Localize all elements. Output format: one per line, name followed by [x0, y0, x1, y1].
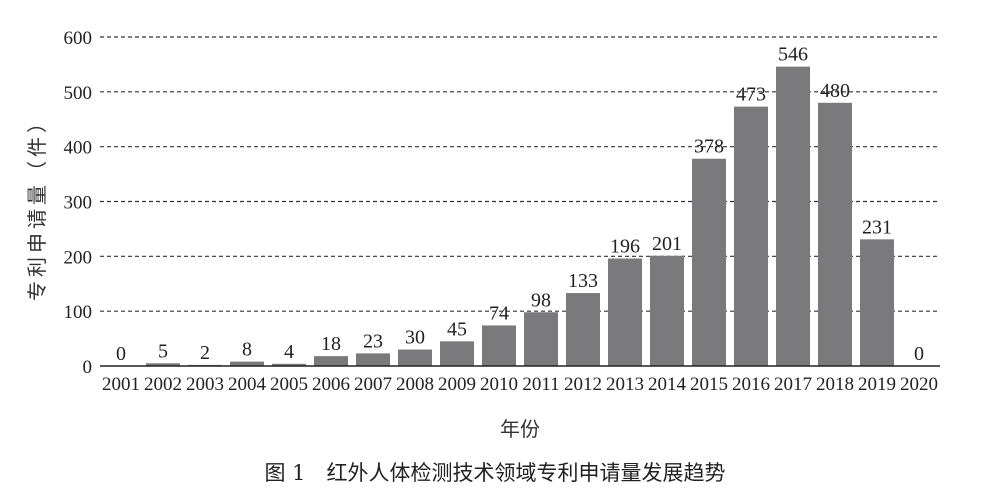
bar: [482, 325, 516, 366]
y-tick-label: 200: [64, 247, 93, 268]
bar: [440, 341, 474, 366]
bar: [776, 66, 810, 367]
bar: [734, 106, 768, 366]
bar: [860, 239, 894, 366]
x-tick-label: 2020: [900, 374, 938, 395]
bar: [524, 312, 558, 366]
y-tick-label: 300: [64, 193, 93, 214]
data-label: 18: [321, 333, 341, 355]
data-label: 480: [820, 80, 850, 102]
bar: [650, 255, 684, 366]
bar: [230, 361, 264, 366]
data-label: 74: [489, 302, 509, 324]
data-label: 2: [200, 342, 210, 364]
x-tick-label: 2010: [480, 374, 518, 395]
bars: [146, 66, 894, 367]
y-axis-title: 专利申请量（件）: [25, 109, 49, 301]
y-tick-label: 400: [64, 138, 93, 159]
bar: [566, 293, 600, 366]
data-label: 196: [610, 236, 640, 258]
x-tick-label: 2016: [732, 374, 770, 395]
x-tick-label: 2018: [816, 374, 854, 395]
y-tick-label: 0: [83, 357, 93, 378]
data-label: 0: [914, 343, 924, 365]
y-tick-labels: 0 100 200 300 400 500 600: [64, 28, 93, 378]
data-label: 546: [778, 44, 808, 66]
x-tick-label: 2012: [564, 374, 602, 395]
data-label: 378: [694, 136, 724, 158]
bar: [398, 349, 432, 366]
data-label: 133: [568, 270, 598, 292]
data-label: 23: [363, 330, 383, 352]
x-tick-label: 2011: [522, 374, 559, 395]
x-tick-label: 2008: [396, 374, 434, 395]
data-label: 0: [116, 343, 126, 365]
data-label: 473: [736, 84, 766, 106]
bar: [818, 102, 852, 367]
data-label: 98: [531, 289, 551, 311]
bar: [356, 353, 390, 366]
x-tick-label: 2014: [648, 374, 687, 395]
data-labels: 0 5 2 8 4 18 23 30 45 74 98 133 196 201 378 473 546 480 23…: [116, 44, 924, 365]
x-tick-label: 2009: [438, 374, 476, 395]
x-tick-label: 2015: [690, 374, 728, 395]
x-tick-label: 2001: [102, 374, 140, 395]
bar: [692, 158, 726, 366]
x-tick-label: 2005: [270, 374, 308, 395]
x-tick-labels: 2001 2002 2003 2004 2005 2006 2007 2008 2009 2010…: [102, 374, 938, 395]
bar: [608, 258, 642, 366]
x-tick-label: 2013: [606, 374, 644, 395]
data-label: 45: [447, 318, 467, 340]
data-label: 201: [652, 233, 682, 255]
bar: [314, 356, 348, 366]
figure-caption: 图 1 红外人体检测技术领域专利申请量发展趋势: [264, 461, 725, 485]
x-tick-label: 2019: [858, 374, 896, 395]
y-tick-label: 600: [64, 28, 93, 49]
grid-lines: [100, 36, 940, 312]
x-tick-label: 2006: [312, 374, 350, 395]
y-tick-label: 500: [64, 83, 93, 104]
x-tick-label: 2017: [774, 374, 812, 395]
x-tick-label: 2002: [144, 374, 182, 395]
data-label: 5: [158, 340, 168, 362]
data-label: 8: [242, 339, 252, 361]
x-axis-title: 年份: [500, 417, 540, 441]
bar: [146, 363, 180, 366]
data-label: 30: [405, 327, 425, 349]
x-tick-label: 2003: [186, 374, 224, 395]
bar: [272, 363, 306, 366]
x-tick-label: 2007: [354, 374, 392, 395]
data-label: 4: [284, 341, 294, 363]
y-tick-label: 100: [64, 302, 93, 323]
x-tick-label: 2004: [228, 374, 267, 395]
data-label: 231: [862, 216, 892, 238]
